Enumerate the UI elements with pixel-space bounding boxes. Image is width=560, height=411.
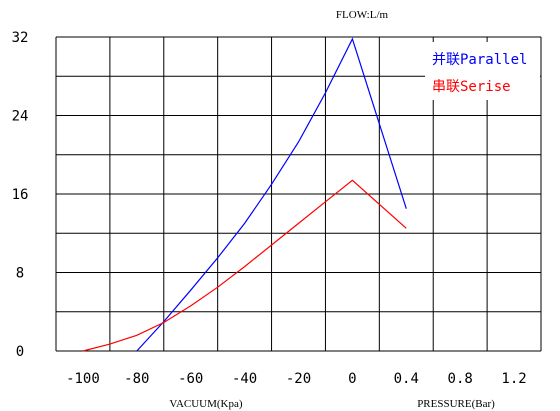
y-tick-label: 16 [12, 187, 29, 203]
x-tick-label-vacuum: -60 [178, 371, 203, 387]
grid [55, 36, 542, 352]
legend-box [425, 42, 540, 100]
y-tick-label: 8 [16, 266, 24, 282]
series-line-serise [82, 179, 407, 352]
x-tick-label-vacuum: -100 [66, 371, 100, 387]
x-tick-label-pressure: 0.4 [394, 371, 419, 387]
x-axis-label-pressure: PRESSURE(Bar) [417, 398, 495, 410]
x-axis-label-vacuum: VACUUM(Kpa) [169, 398, 242, 410]
x-tick-label-vacuum: -40 [232, 371, 257, 387]
legend-serise: 串联Serise [432, 79, 511, 95]
y-tick-label: 32 [12, 30, 29, 46]
x-tick-label-pressure: 1.2 [501, 371, 526, 387]
y-tick-label: 0 [16, 344, 24, 360]
x-tick-label-vacuum: 0 [348, 371, 356, 387]
x-tick-label-vacuum: -20 [286, 371, 311, 387]
tick-labels: 0 8 16 24 32 -100 -80 -60 -40 -20 0 0.4 0.8 1.2 [12, 30, 527, 387]
y-tick-label: 24 [12, 109, 29, 125]
series-lines [82, 37, 407, 352]
x-tick-label-pressure: 0.8 [448, 371, 473, 387]
chart-title: FLOW:L/m [336, 9, 389, 21]
x-tick-label-vacuum: -80 [124, 371, 149, 387]
legend-parallel: 并联Parallel [432, 52, 527, 68]
series-line-parallel [136, 37, 407, 352]
